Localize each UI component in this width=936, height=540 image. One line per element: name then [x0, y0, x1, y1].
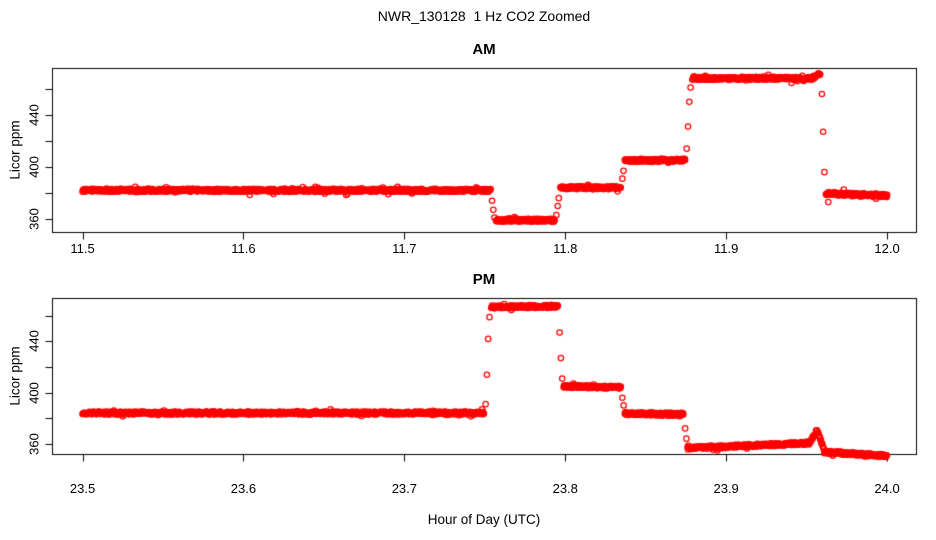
am-y-axis-label: Licor ppm [7, 120, 23, 180]
pm-x-tick-label: 23.5 [69, 481, 96, 496]
am-x-tick-label: 11.6 [231, 241, 256, 256]
am-y-tick-label: 440 [26, 103, 42, 126]
pm-y-tick-label: 440 [26, 330, 42, 353]
pm-y-axis-label: Licor ppm [7, 346, 23, 406]
pm-x-tick-label: 24.0 [874, 481, 900, 496]
pm-y-tick-label: 400 [26, 381, 42, 404]
pm-x-tick-label: 23.7 [391, 481, 417, 496]
am-x-tick-label: 12.0 [874, 241, 900, 256]
am-x-tick-label: 11.9 [713, 241, 739, 256]
am-panel-title: AM [472, 41, 496, 58]
figure-title: NWR_130128 1 Hz CO2 Zoomed [377, 8, 591, 24]
am-x-tick-label: 11.5 [70, 241, 95, 256]
am-y-tick-label: 360 [26, 208, 42, 230]
pm-y-tick-label: 360 [26, 432, 42, 455]
am-y-tick-label: 400 [26, 156, 42, 178]
pm-x-tick-label: 23.9 [713, 481, 739, 496]
pm-x-tick-label: 23.6 [230, 481, 257, 496]
am-x-tick-label: 11.8 [553, 241, 578, 256]
pm-panel-title: PM [472, 271, 496, 288]
am-x-tick-label: 11.7 [392, 241, 417, 256]
x-axis-label: Hour of Day (UTC) [427, 512, 541, 527]
pm-x-tick-label: 23.8 [552, 481, 578, 496]
